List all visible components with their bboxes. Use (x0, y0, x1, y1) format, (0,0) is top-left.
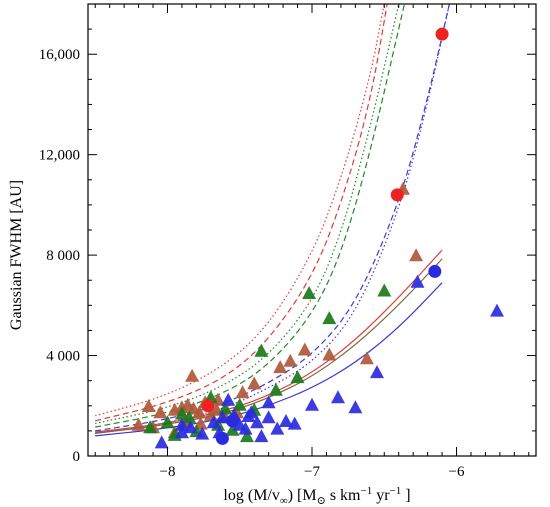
x-axis-label-mid: /v (267, 487, 279, 504)
blue-triangle-marker-17 (287, 416, 302, 430)
brown-triangle-marker-19 (359, 351, 374, 365)
blue-triangle-marker-22 (410, 274, 425, 288)
brown-triangle-marker-21 (409, 248, 424, 262)
blue-triangle-marker-27 (261, 410, 276, 424)
x-axis-label-yr: yr (372, 487, 390, 504)
y-tick-label-5: 16,000 (39, 47, 80, 63)
blue-triangle-marker-25 (174, 417, 189, 431)
green-triangle-marker-10 (268, 382, 283, 396)
x-tick-label-2: −7 (304, 464, 320, 480)
blue-triangle-marker-18 (305, 397, 319, 411)
blue-triangle-marker-10 (238, 421, 253, 435)
brown-triangle-marker-15 (273, 360, 288, 374)
y-axis-ticks: 0 4 000 8 000 12,000 16,000 (39, 3, 536, 465)
y-tick-label-4: 12,000 (39, 148, 80, 164)
plot-frame (87, 3, 537, 457)
red-circle-marker-1 (201, 399, 215, 413)
brown-triangle-marker-14 (247, 376, 262, 390)
x-axis-label-post: ) [M (288, 487, 317, 504)
blue-triangle-marker-23 (490, 303, 504, 317)
blue-triangle-marker-24 (241, 409, 256, 422)
blue-triangle-marker-12 (250, 415, 265, 429)
model-curve-3 (95, 4, 400, 424)
blue-triangle-marker-19 (331, 390, 345, 404)
green-triangle-marker-13 (322, 311, 337, 325)
green-triangle-marker-6 (225, 422, 240, 436)
brown-triangle-marker-1 (141, 399, 156, 412)
blue-circle-marker-1 (215, 431, 229, 445)
blue-triangle-marker-1 (154, 435, 169, 449)
model-curve-5 (95, 4, 450, 434)
model-curve-6 (95, 4, 450, 432)
blue-circle-marker-3 (428, 264, 442, 278)
y-tick-label-2: 4 000 (46, 349, 80, 365)
green-triangle-marker-18 (232, 397, 247, 411)
blue-triangle-marker-6 (215, 410, 230, 424)
green-triangle-marker-11 (290, 370, 305, 384)
x-axis-label-inf: ∞ (280, 495, 288, 507)
brown-triangle-marker-16 (283, 353, 298, 367)
brown-triangle-marker-7 (192, 405, 207, 419)
green-triangle-marker-14 (377, 283, 392, 297)
model-curve-4 (95, 4, 406, 428)
model-curve-1 (95, 4, 385, 417)
brown-triangle-marker-28 (131, 417, 146, 431)
green-triangle-marker-12 (302, 286, 317, 299)
x-tick-label-3: −6 (449, 464, 465, 480)
x-axis-label-units: s km (326, 487, 361, 504)
model-curve-2 (95, 4, 388, 422)
x-axis-ticks: −8 −7 −6 (94, 4, 530, 480)
blue-triangle-marker-2 (174, 425, 189, 439)
x-tick-label-1: −8 (159, 464, 175, 480)
x-axis-label-exp1: −1 (361, 485, 373, 497)
brown-triangle-marker-13 (235, 385, 250, 399)
x-axis-label: log (M/v∞) [M⊙ s km−1 yr−1 ] (223, 485, 410, 507)
blue-circle-marker-2 (226, 414, 240, 428)
x-axis-label-end: ] (401, 487, 410, 504)
blue-triangle-marker-7 (221, 392, 236, 406)
blue-triangle-marker-13 (254, 429, 269, 443)
green-triangle-marker-15 (160, 415, 175, 429)
green-triangle-marker-1 (143, 420, 158, 434)
model-curves (95, 4, 450, 437)
blue-triangle-marker-15 (270, 421, 285, 435)
green-triangle-marker-9 (254, 343, 269, 357)
red-circle-marker-3 (435, 27, 449, 41)
brown-triangle-marker-18 (322, 347, 337, 361)
y-tick-label-3: 8 000 (46, 248, 80, 264)
blue-triangle-marker-21 (370, 365, 384, 379)
blue-triangle-marker-14 (261, 395, 276, 409)
y-tick-label-1: 0 (73, 449, 81, 465)
x-axis-label-pre: log ( (223, 487, 253, 504)
x-axis-label-exp2: −1 (390, 485, 402, 497)
x-axis-label-sun: ⊙ (317, 495, 326, 507)
green-triangle-marker-7 (240, 429, 254, 443)
blue-triangle-marker-4 (195, 426, 210, 440)
blue-triangle-marker-16 (279, 414, 293, 427)
y-axis-label: Gaussian FWHM [AU] (8, 180, 25, 330)
data-markers (131, 27, 504, 449)
green-triangle-marker-3 (182, 410, 197, 424)
brown-triangle-marker-2 (153, 405, 168, 419)
green-triangle-marker-19 (218, 401, 233, 415)
brown-triangle-marker-17 (297, 342, 312, 356)
blue-triangle-marker-5 (206, 415, 221, 429)
green-triangle-marker-16 (174, 406, 189, 420)
blue-triangle-marker-20 (348, 400, 363, 414)
red-circle-marker-2 (390, 188, 404, 202)
x-axis-label-mdot: M (253, 487, 267, 504)
brown-triangle-marker-11 (185, 368, 200, 382)
